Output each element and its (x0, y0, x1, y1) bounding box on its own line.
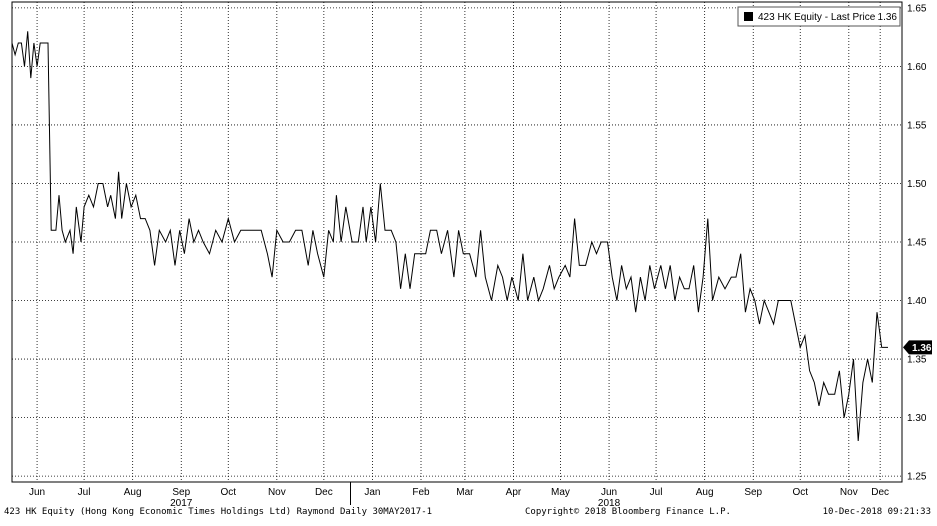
x-tick-label: Dec (315, 487, 333, 498)
year-labels: 2017 2018 (170, 498, 620, 509)
x-tick-label: Jun (601, 487, 617, 498)
legend-box (737, 6, 901, 27)
y-tick-label: 1.55 (907, 120, 927, 131)
x-tick-label: Dec (871, 487, 889, 498)
y-tick-label: 1.60 (907, 62, 927, 73)
footer-ticker-info: 423 HK Equity (Hong Kong Economic Times … (4, 507, 433, 517)
x-tick-label: Jun (29, 487, 45, 498)
legend-swatch (744, 12, 753, 21)
x-tick-label: Aug (696, 487, 714, 498)
x-tick-label: Sep (744, 487, 762, 498)
y-tick-label: 1.35 (907, 355, 927, 366)
x-tick-label: Feb (412, 487, 430, 498)
grid-vertical (36, 2, 881, 482)
year-label: 2018 (598, 498, 621, 509)
footer-timestamp: 10-Dec-2018 09:21:33 (822, 507, 931, 517)
x-axis-ticks: Jun Jul Aug Sep Oct Nov Dec Jan Feb Mar Apr May Jun J… (29, 482, 889, 505)
legend-value: 1.36 (878, 12, 898, 23)
x-tick-label: Oct (220, 487, 236, 498)
last-price-tag-text: 1.36 (912, 343, 932, 354)
year-label: 2017 (170, 498, 193, 509)
y-tick-label: 1.40 (907, 296, 927, 307)
y-tick-label: 1.50 (907, 179, 927, 190)
x-tick-label: Apr (506, 487, 522, 498)
x-tick-label: Aug (124, 487, 142, 498)
legend: 423 HK Equity - Last Price 1.36 (737, 6, 901, 27)
y-tick-label: 1.30 (907, 413, 927, 424)
y-tick-label: 1.65 (907, 3, 927, 14)
y-tick-label: 1.45 (907, 238, 927, 249)
x-tick-label: Oct (792, 487, 808, 498)
y-tick-label: 1.25 (907, 472, 927, 483)
last-price-tag: 1.36 (903, 340, 932, 355)
x-tick-label: Jan (364, 487, 380, 498)
footer-copyright: Copyright© 2018 Bloomberg Finance L.P. (525, 507, 731, 517)
legend-label: 423 HK Equity - Last Price (758, 12, 876, 23)
x-tick-label: Nov (268, 487, 286, 498)
y-axis-ticks: 1.25 1.30 1.35 1.40 1.45 1.50 1.55 1.60 1.65 (907, 3, 927, 482)
x-tick-label: Sep (172, 487, 190, 498)
x-tick-label: Mar (456, 487, 474, 498)
last-price-tag-bg (903, 340, 932, 355)
series-line-last-price (11, 31, 888, 442)
x-tick-label: Jul (78, 487, 91, 498)
x-tick-label: May (551, 487, 570, 498)
x-tick-label: Nov (840, 487, 858, 498)
x-tick-label: Jul (650, 487, 663, 498)
